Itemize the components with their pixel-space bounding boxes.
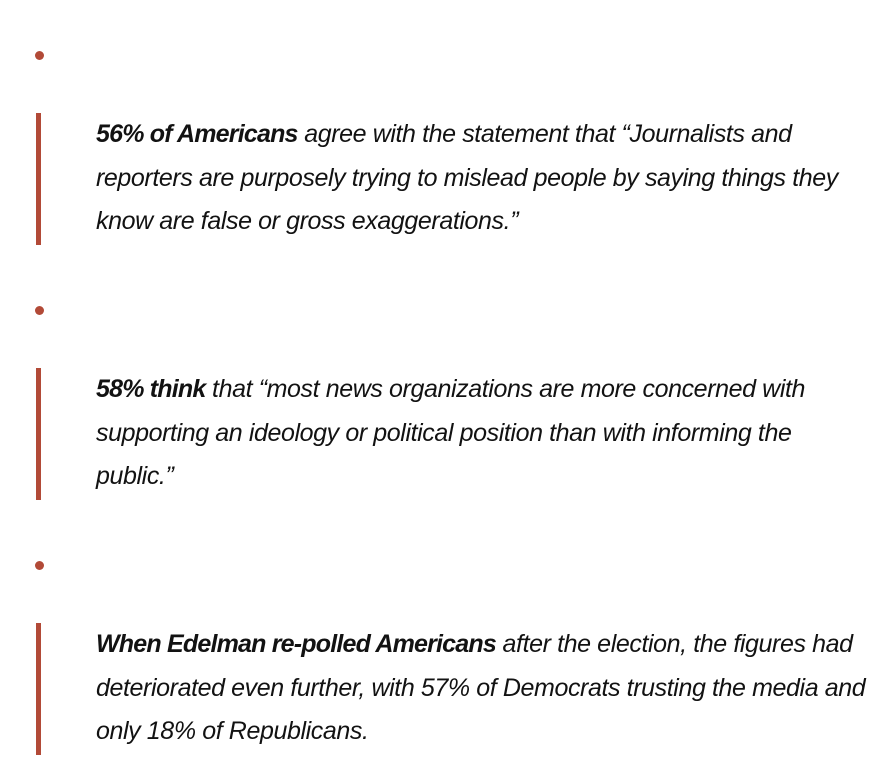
quote-text: 56% of Americans agree with the statemen… [96,113,866,244]
bullet-dot-icon [35,561,44,570]
quote-lead: 56% of Americans [96,120,298,148]
quote-body: after the election, the figures had dete… [96,630,866,745]
blockquote: When Edelman re-polled Americans after t… [36,623,866,755]
list-item: 58% think that “most news organizations … [0,255,876,510]
blockquote: 56% of Americans agree with the statemen… [36,113,866,245]
quote-lead: When Edelman re-polled Americans [96,630,497,658]
blockquote: 58% think that “most news organizations … [36,368,866,500]
quote-text: 58% think that “most news organizations … [96,368,866,499]
list-item: When Edelman re-polled Americans after t… [0,510,876,765]
quote-lead: 58% think [96,375,206,403]
bullet-dot-icon [35,306,44,315]
quote-body: that “most news organizations are more c… [96,375,806,490]
bullet-dot-icon [35,51,44,60]
quote-text: When Edelman re-polled Americans after t… [96,623,866,754]
list-item: 56% of Americans agree with the statemen… [0,0,876,255]
quote-body: agree with the statement that “Journalis… [96,120,838,235]
